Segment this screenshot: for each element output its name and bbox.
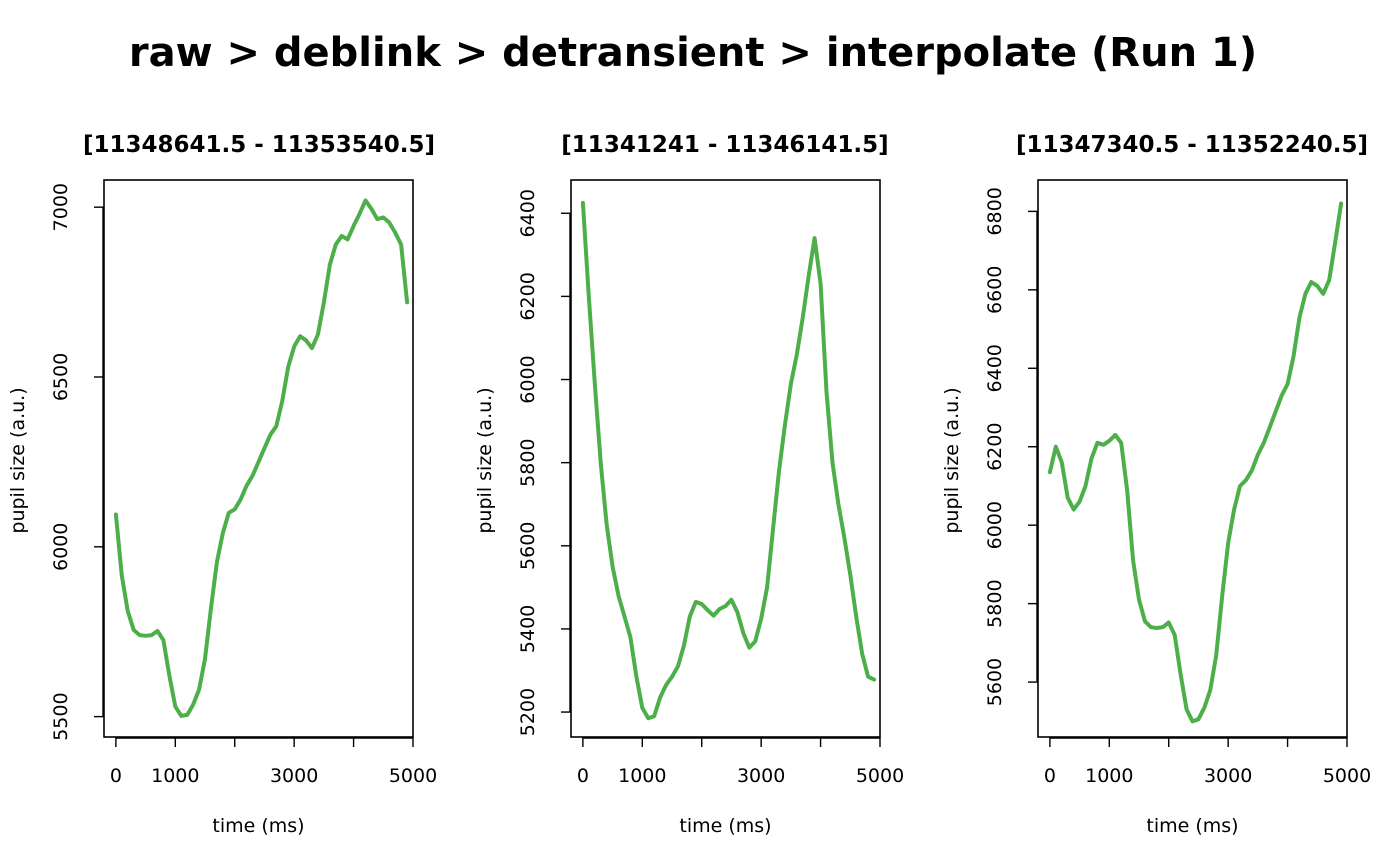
x-tick-label: 5000 [856,765,904,787]
x-tick-label: 0 [1044,765,1056,787]
y-tick-label: 6500 [50,353,72,401]
y-tick-label: 6800 [984,187,1006,235]
x-tick-label: 1000 [151,765,199,787]
x-tick-label: 0 [110,765,122,787]
y-tick-label: 6200 [984,423,1006,471]
chart-panel-3: [11347340.5 - 11352240.5] 0 1000 3000 5000 56… [941,132,1371,837]
x-tick-label: 3000 [270,765,318,787]
y-tick-label: 5600 [984,658,1006,706]
y-tick-label: 5400 [517,605,539,653]
chart-panel-2: [11341241 - 11346141.5] 0 1000 3000 5000 5200… [474,132,904,837]
y-axis-label: pupil size (a.u.) [474,387,496,533]
plot-frame [570,179,881,738]
y-tick-label: 5800 [984,579,1006,627]
y-tick-label: 5200 [517,688,539,736]
y-tick-label: 6000 [517,355,539,403]
y-tick-label: 5800 [517,438,539,486]
y-tick-label: 5600 [517,522,539,570]
y-tick-label: 7000 [50,183,72,231]
panel-title: [11348641.5 - 11353540.5] [83,132,435,158]
plot-frame [1037,179,1348,738]
y-axis-label: pupil size (a.u.) [941,387,963,533]
y-tick-label: 6000 [50,523,72,571]
x-tick-label: 3000 [737,765,785,787]
y-tick-label: 5500 [50,692,72,740]
panel-title: [11341241 - 11346141.5] [561,132,888,158]
x-tick-label: 1000 [618,765,666,787]
x-axis-label: time (ms) [1146,815,1238,837]
panel-title: [11347340.5 - 11352240.5] [1016,132,1368,158]
series-line [1047,201,1344,724]
y-tick-label: 6200 [517,272,539,320]
plot-frame [103,179,414,738]
series-line [580,200,877,721]
x-tick-label: 1000 [1085,765,1133,787]
y-tick-label: 6400 [984,344,1006,392]
x-axis-label: time (ms) [212,815,304,837]
y-axis-label: pupil size (a.u.) [7,387,29,533]
x-tick-label: 5000 [1323,765,1371,787]
x-tick-label: 5000 [389,765,437,787]
x-tick-label: 0 [577,765,589,787]
y-tick-label: 6600 [984,266,1006,314]
series-line [113,198,410,718]
y-tick-label: 6000 [984,501,1006,549]
x-tick-label: 3000 [1204,765,1252,787]
chart-panel-1: [11348641.5 - 11353540.5] 0 1000 3000 5000 55… [7,132,437,837]
y-tick-label: 6400 [517,189,539,237]
main-title: raw > deblink > detransient > interpolat… [128,30,1258,76]
x-axis-label: time (ms) [679,815,771,837]
